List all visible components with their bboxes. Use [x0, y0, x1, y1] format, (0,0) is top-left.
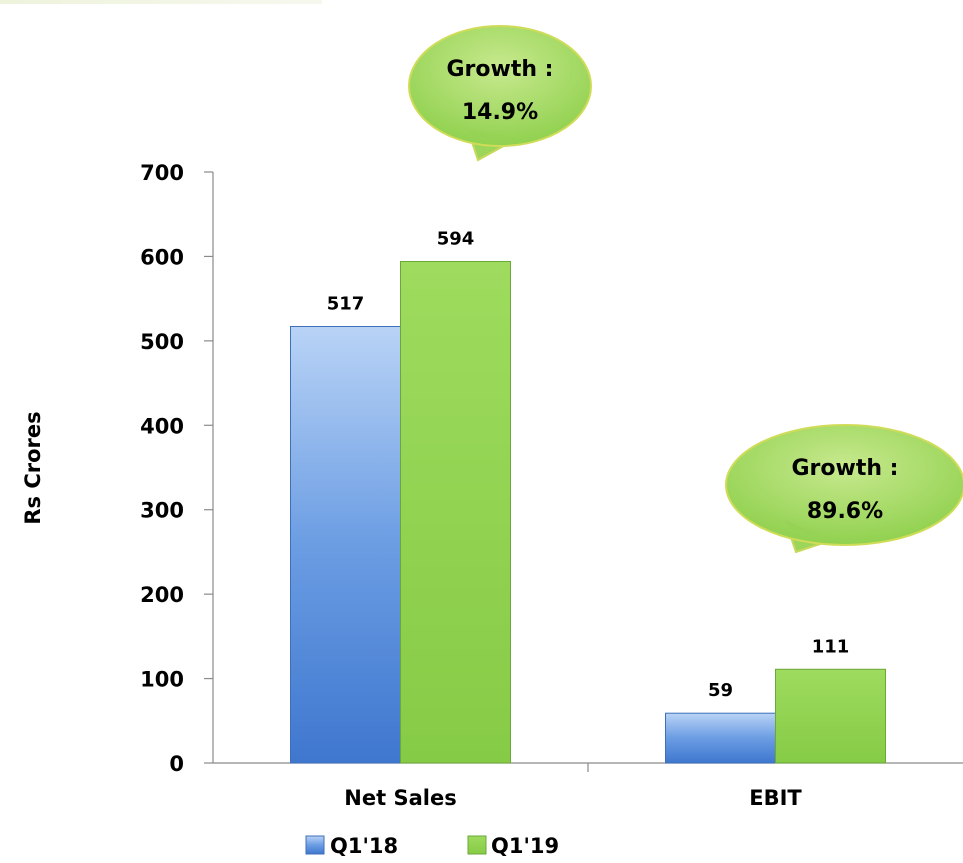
data-label: 111	[812, 636, 850, 657]
y-tick-label: 600	[140, 245, 184, 269]
growth-callout: Growth : 89.6%	[725, 424, 963, 554]
y-tick-label: 100	[140, 668, 184, 692]
legend-label: Q1'19	[491, 834, 559, 858]
bar	[290, 326, 401, 764]
y-axis-title: Rs Crores	[21, 411, 45, 524]
callout-title: Growth :	[447, 57, 554, 82]
category-label: EBIT	[749, 786, 802, 810]
corner-strip	[0, 0, 322, 4]
legend-item: Q1'18	[305, 834, 398, 858]
growth-callout: Growth : 14.9%	[408, 25, 592, 162]
legend-swatch	[467, 835, 487, 855]
y-tick-label: 200	[140, 583, 184, 607]
y-tick-label: 300	[140, 499, 184, 523]
y-tick-label: 400	[140, 414, 184, 438]
y-tick-label: 700	[140, 161, 184, 185]
legend-label: Q1'18	[330, 834, 398, 858]
bar	[775, 668, 886, 764]
legend-swatch	[305, 835, 325, 855]
callout-value: 14.9%	[462, 100, 538, 125]
callout-seam	[785, 520, 832, 540]
callout-title: Growth :	[792, 456, 899, 481]
callout-bubble	[408, 25, 592, 147]
category-label: Net Sales	[344, 786, 456, 810]
data-label: 59	[708, 680, 733, 701]
bar	[665, 712, 776, 764]
callout-value: 89.6%	[807, 499, 883, 524]
callout-seam	[468, 130, 518, 138]
legend-item: Q1'19	[467, 834, 559, 858]
y-tick-label: 500	[140, 330, 184, 354]
data-label: 517	[327, 294, 365, 315]
y-tick-label: 0	[169, 752, 184, 776]
callout-bubble	[725, 424, 963, 546]
bar	[400, 260, 511, 764]
data-label: 594	[437, 228, 475, 249]
